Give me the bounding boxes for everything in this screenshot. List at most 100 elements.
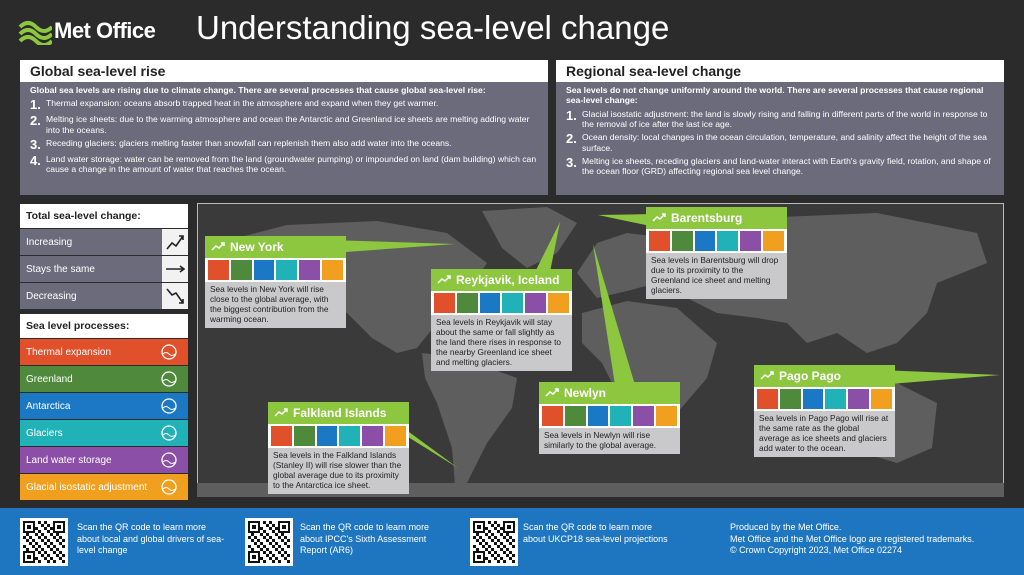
process-icon <box>299 260 321 280</box>
legend-row: Decreasing <box>20 283 188 309</box>
process-icon <box>502 293 524 313</box>
callout-header: New York <box>205 236 346 258</box>
item-number: 2. <box>30 113 41 129</box>
qr-code <box>470 518 518 566</box>
location-name: Newlyn <box>564 386 607 400</box>
location-name: Reykjavik, Iceland <box>456 273 560 287</box>
item-number: 3. <box>566 154 577 170</box>
process-icon <box>322 260 343 280</box>
logo: Met Office <box>54 18 156 43</box>
process-icon <box>525 293 547 313</box>
legend-label: Land water storage <box>26 454 112 466</box>
list-item: 1. Glacial isostatic adjustment: the land… <box>566 109 994 130</box>
process-icon <box>564 406 586 426</box>
process-icon <box>717 231 739 251</box>
callout: Barentsburg Sea levels in Barentsburg wil… <box>646 207 787 299</box>
process-icon <box>456 293 478 313</box>
trend-icon <box>274 406 288 420</box>
credit-line: © Crown Copyright 2023, Met Office 02274 <box>730 545 903 556</box>
legend-title: Total sea-level change: <box>20 204 188 228</box>
process-icon <box>276 260 298 280</box>
legend-row: Land water storage <box>20 447 188 473</box>
legend-label: Thermal expansion <box>26 346 112 358</box>
logo-icon <box>18 21 52 45</box>
process-icon <box>548 293 569 313</box>
process-icon <box>779 389 801 409</box>
trend-icon <box>211 240 225 254</box>
legend-label: Glacial isostatic adjustment <box>26 481 148 493</box>
item-number: 1. <box>30 97 41 113</box>
process-icon <box>656 406 677 426</box>
process-icon <box>825 389 847 409</box>
item-number: 1. <box>566 107 577 123</box>
qr-code <box>20 518 68 566</box>
process-icon <box>230 260 252 280</box>
trend-icon <box>162 256 188 282</box>
callout-header: Falkland Islands <box>268 402 409 424</box>
process-icons <box>539 404 680 428</box>
qr-text: Scan the QR code to learn more about UKC… <box>523 522 668 544</box>
callout: Newlyn Sea levels in Newlyn will rise sim… <box>539 382 680 454</box>
qr-text: Scan the QR code to learn more about loc… <box>77 522 225 556</box>
legend-label: Stays the same <box>26 263 95 275</box>
callout-header: Reykjavik, Iceland <box>431 269 572 291</box>
process-icons <box>205 258 346 282</box>
process-icon <box>293 426 315 446</box>
trend-icon <box>545 386 559 400</box>
legend-row: Stays the same <box>20 256 188 282</box>
total-legend: Total sea-level change: Increasing Stays … <box>20 204 188 309</box>
panel-body: Sea levels do not change uniformly aroun… <box>556 82 1004 183</box>
legend-title: Sea level processes: <box>20 314 188 338</box>
qr-code <box>245 518 293 566</box>
callout-text: Sea levels in Newlyn will rise similarly… <box>539 428 680 454</box>
trend-icon <box>437 273 451 287</box>
process-icon <box>154 368 184 390</box>
list-item: 2. Ocean density: local changes in the oc… <box>566 132 994 153</box>
footer: Scan the QR code to learn more about loc… <box>0 508 1024 575</box>
callout-text: Sea levels in New York will rise close t… <box>205 282 346 328</box>
item-text: Melting ice sheets, receding glaciers an… <box>582 155 991 177</box>
panel-title: Global sea-level rise <box>20 60 548 82</box>
process-icon <box>610 406 632 426</box>
title: Understanding sea-level change <box>196 9 670 46</box>
process-icon <box>871 389 892 409</box>
legend-row: Increasing <box>20 229 188 255</box>
process-icon <box>362 426 384 446</box>
process-icon <box>671 231 693 251</box>
process-icons <box>268 424 409 448</box>
process-icon <box>154 422 184 444</box>
process-icon <box>253 260 275 280</box>
process-icon <box>154 395 184 417</box>
trend-icon <box>760 369 774 383</box>
item-text: Glacial isostatic adjustment: the land i… <box>582 108 988 129</box>
process-legend: Sea level processes: Thermal expansion Gr… <box>20 314 188 500</box>
qr-text: Scan the QR code to learn more about IPC… <box>300 522 430 556</box>
process-icon <box>763 231 784 251</box>
legend-row: Thermal expansion <box>20 339 188 365</box>
process-icon <box>587 406 609 426</box>
trend-icon <box>652 211 666 225</box>
process-icon <box>434 293 455 313</box>
location-name: New York <box>230 240 284 254</box>
item-text: Thermal expansion: oceans absorb trapped… <box>46 98 439 109</box>
legend-row: Glacial isostatic adjustment <box>20 474 188 500</box>
callout: Reykjavik, Iceland Sea levels in Reykjavi… <box>431 269 572 371</box>
process-icon <box>154 476 184 498</box>
process-icon <box>271 426 292 446</box>
process-icon <box>649 231 670 251</box>
item-number: 3. <box>30 136 41 152</box>
process-icon <box>154 449 184 471</box>
legend-row: Glaciers <box>20 420 188 446</box>
process-icon <box>757 389 778 409</box>
legend-label: Increasing <box>26 236 73 248</box>
legend-label: Glaciers <box>26 427 63 439</box>
callout-header: Newlyn <box>539 382 680 404</box>
process-icon <box>802 389 824 409</box>
process-icon <box>208 260 229 280</box>
process-icons <box>431 291 572 315</box>
legend-row: Antarctica <box>20 393 188 419</box>
list-item: 3. Melting ice sheets, receding glaciers … <box>566 156 994 177</box>
list-item: 1. Thermal expansion: oceans absorb trapp… <box>30 98 538 111</box>
item-text: Melting ice sheets: due to the warming a… <box>46 114 530 135</box>
list-item: 3. Receding glaciers: glaciers melting fa… <box>30 138 538 151</box>
